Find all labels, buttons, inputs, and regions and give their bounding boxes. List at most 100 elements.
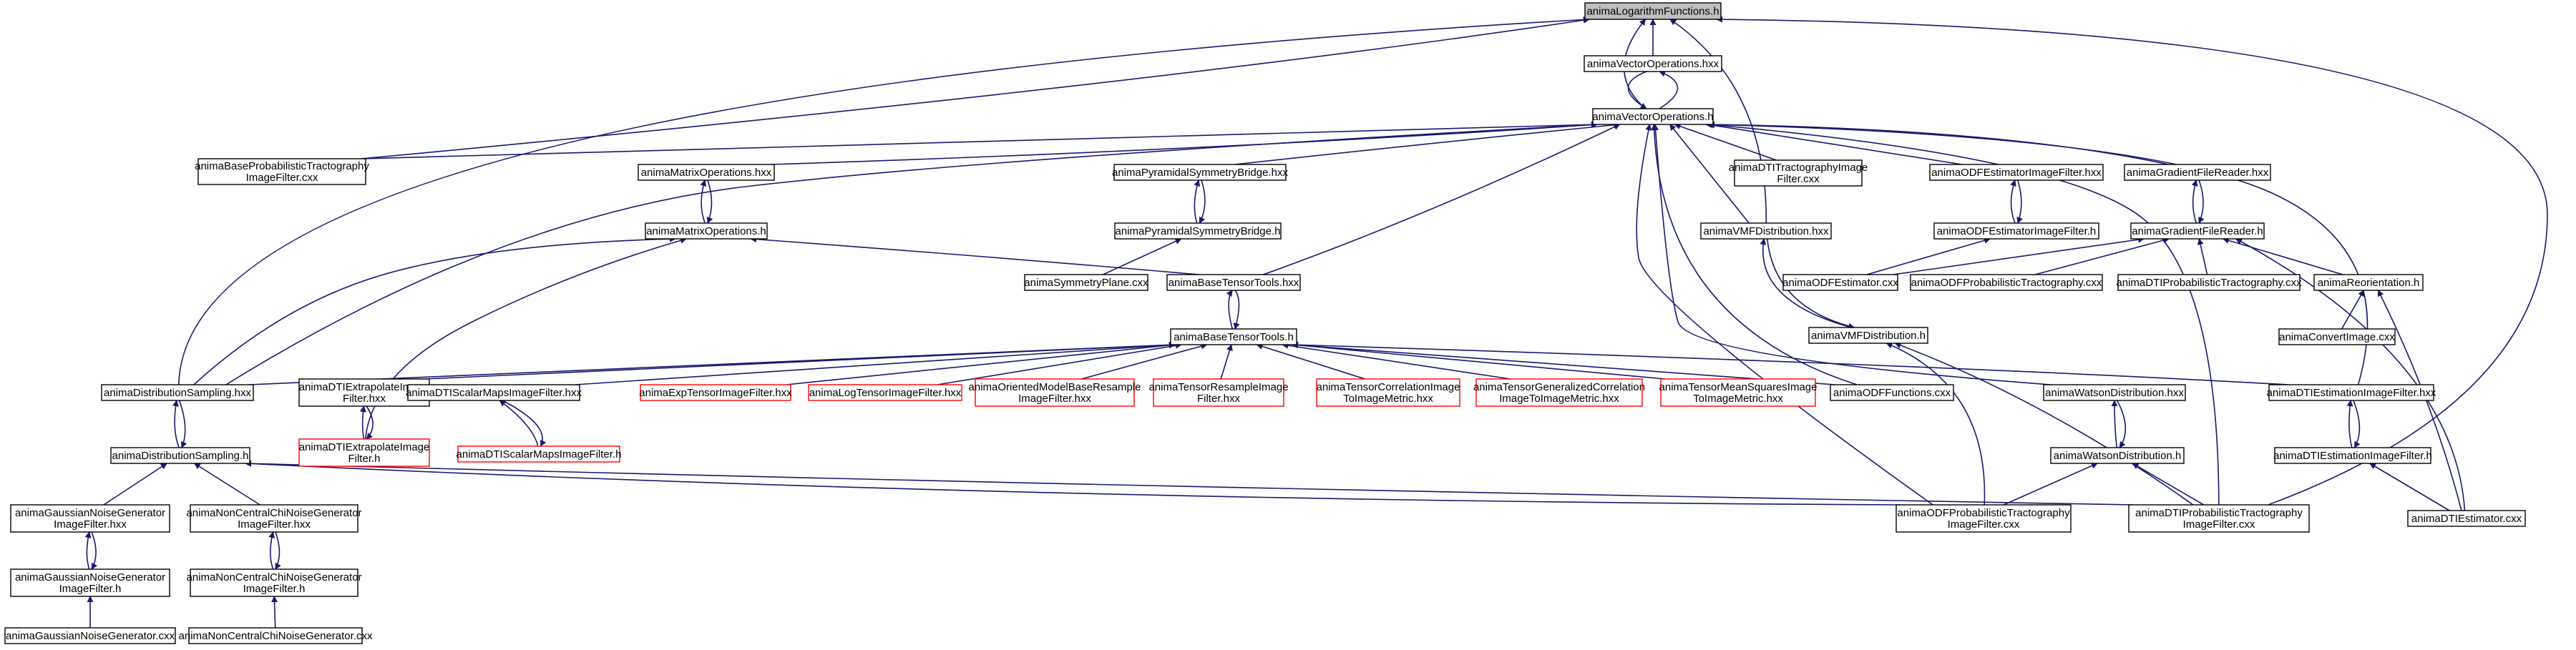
node-watson_h[interactable]: animaWatsonDistribution.h (2050, 447, 2185, 464)
node-basetensor_hxx[interactable]: animaBaseTensorTools.hxx (1166, 274, 1301, 291)
node-gaussnoise_hxx[interactable]: animaGaussianNoiseGeneratorImageFilter.h… (10, 504, 170, 533)
node-box (2128, 504, 2310, 533)
node-box (2278, 328, 2396, 345)
node-box (1700, 222, 1832, 240)
node-pyrsym_hxx[interactable]: animaPyramidalSymmetryBridge.hxx (1112, 164, 1288, 181)
node-orientresample[interactable]: animaOrientedModelBaseResampleImageFilte… (969, 378, 1141, 407)
node-label: animaDTITractographyImage (1729, 162, 1868, 174)
node-logfun: animaLogarithmFunctions.h (1584, 2, 1722, 20)
edge-tensorcorr-to-basetensor_h (1256, 343, 1365, 380)
node-tensorcorr[interactable]: animaTensorCorrelationImageToImageMetric… (1316, 378, 1460, 407)
node-odfest_hxx[interactable]: animaODFEstimatorImageFilter.hxx (1929, 164, 2104, 181)
edge-tensormeansq-to-basetensor_h (1292, 342, 1666, 380)
node-vecops_h[interactable]: animaVectorOperations.h (1592, 108, 1714, 125)
node-odfprob_cxx[interactable]: animaODFProbabilisticTractography.cxx (1910, 274, 2103, 291)
edge-dtiextrap_h-to-dtiextrap_hxx (359, 405, 366, 440)
node-logtensor[interactable]: animaLogTensorImageFilter.hxx (808, 384, 962, 401)
node-dtiprob_cxx[interactable]: animaDTIProbabilisticTractography.cxx (2116, 274, 2302, 291)
node-label: ImageFilter.cxx (2183, 518, 2255, 531)
node-dtiestim_h[interactable]: animaDTIEstimationImageFilter.h (2273, 447, 2432, 464)
node-tensormeansq[interactable]: animaTensorMeanSquaresImageToImageMetric… (1659, 378, 1818, 407)
node-matops_h[interactable]: animaMatrixOperations.h (645, 222, 768, 240)
node-odffunc[interactable]: animaODFFunctions.cxx (1830, 384, 1954, 401)
node-label: animaODFEstimator.cxx (1782, 277, 1898, 289)
edge-dtiprobfilter-to-distsamp_h (245, 460, 2134, 506)
node-odfprobfilter[interactable]: animaODFProbabilisticTractographyImageFi… (1896, 504, 2072, 533)
node-box (197, 158, 366, 185)
node-label: animaNonCentralChiNoiseGenerator (186, 507, 361, 519)
edge-basetensor_hxx-to-vecops_h (1263, 124, 1621, 275)
node-box (2117, 274, 2301, 291)
node-label: animaMatrixOperations.hxx (641, 167, 772, 179)
node-vmf_h[interactable]: animaVMFDistribution.h (1808, 327, 1928, 344)
edge-watson_hxx-to-vecops_h (1652, 124, 2051, 385)
node-label: Filter.hxx (343, 393, 386, 405)
edge-watson_hxx-to-watson_h (2117, 400, 2127, 448)
node-odfest_cxx[interactable]: animaODFEstimator.cxx (1782, 274, 1898, 291)
edge-dtiextrap_hxx-to-basetensor_h (424, 341, 1176, 380)
node-matops_hxx[interactable]: animaMatrixOperations.hxx (638, 164, 775, 181)
edge-vmf_h-to-vmf_hxx (1760, 238, 1852, 328)
edge-gradreader_hxx-to-gradreader_h (2198, 179, 2205, 224)
node-label: ImageFilter.cxx (246, 172, 318, 184)
node-label: animaGradientFileReader.hxx (2127, 167, 2269, 179)
edge-odfprobfilter-to-watson_h (2003, 463, 2098, 506)
node-symplane[interactable]: animaSymmetryPlane.cxx (1024, 274, 1148, 291)
node-dtiscalar_hxx[interactable]: animaDTIScalarMapsImageFilter.hxx (406, 384, 582, 401)
node-vmf_hxx[interactable]: animaVMFDistribution.hxx (1700, 222, 1832, 240)
node-label: animaVectorOperations.hxx (1587, 58, 1719, 70)
node-gradreader_h[interactable]: animaGradientFileReader.h (2130, 222, 2265, 240)
node-label: animaLogarithmFunctions.h (1586, 6, 1719, 18)
node-box (1734, 159, 1863, 187)
node-label: animaODFProbabilisticTractography (1897, 507, 2070, 519)
node-box (298, 438, 430, 467)
edge-symplane-to-pyrsym_h (1103, 238, 1182, 275)
node-label: animaDTIExtrapolateImage (299, 381, 430, 393)
node-tensorgencorr[interactable]: animaTensorGeneralizedCorrelationImageTo… (1473, 378, 1645, 407)
node-dtiprobfilter[interactable]: animaDTIProbabilisticTractographyImageFi… (2128, 504, 2310, 533)
node-gradreader_hxx[interactable]: animaGradientFileReader.hxx (2124, 164, 2271, 181)
node-label: animaVectorOperations.h (1592, 111, 1713, 123)
node-label: animaDTIProbabilisticTractography (2135, 507, 2303, 519)
node-label: animaTensorResampleImage (1148, 381, 1288, 393)
node-box (10, 504, 170, 533)
node-pyrsym_h[interactable]: animaPyramidalSymmetryBridge.h (1114, 222, 1282, 240)
edge-basetensor_hxx-to-matops_h (750, 236, 1199, 275)
node-label: animaDTIEstimationImageFilter.h (2273, 450, 2432, 462)
node-watson_hxx[interactable]: animaWatsonDistribution.hxx (2043, 384, 2186, 401)
edge-dtiprobfilter-to-vecops_h (1708, 122, 2220, 506)
edge-odfest_cxx-to-odfest_h (1866, 237, 1991, 275)
node-distsamp_hxx[interactable]: animaDistributionSampling.hxx (101, 384, 254, 401)
node-exptensor[interactable]: animaExpTensorImageFilter.hxx (639, 384, 792, 401)
node-box (1933, 222, 2099, 240)
node-odfest_h[interactable]: animaODFEstimatorImageFilter.h (1933, 222, 2099, 240)
edge-dtiscalar_h-to-dtiscalar_hxx (499, 400, 539, 447)
node-dtiscalar_h[interactable]: animaDTIScalarMapsImageFilter.h (457, 445, 622, 463)
node-distsamp_h[interactable]: animaDistributionSampling.h (110, 447, 250, 464)
node-baseprob[interactable]: animaBaseProbabilisticTractographyImageF… (195, 158, 369, 185)
node-box (1166, 274, 1301, 291)
node-box (1316, 378, 1460, 407)
node-noncentral_cxx[interactable]: animaNonCentralChiNoiseGenerator.cxx (179, 627, 373, 644)
node-label: animaExpTensorImageFilter.hxx (639, 387, 792, 399)
node-gaussnoise_cxx[interactable]: animaGaussianNoiseGenerator.cxx (4, 627, 176, 644)
node-label: ToImageMetric.hxx (1343, 393, 1433, 405)
node-box (1170, 328, 1297, 345)
node-vecops_hxx[interactable]: animaVectorOperations.hxx (1584, 55, 1722, 72)
node-box (457, 445, 620, 463)
node-box (1830, 384, 1954, 401)
edge-basetensor_hxx-to-basetensor_h (1233, 290, 1240, 330)
node-label: animaLogTensorImageFilter.hxx (809, 387, 962, 399)
node-dtiestim_hxx[interactable]: animaDTIEstimationImageFilter.hxx (2267, 384, 2436, 401)
node-dtiestim_cxx[interactable]: animaDTIEstimator.cxx (2407, 510, 2526, 527)
node-basetensor_h[interactable]: animaBaseTensorTools.h (1170, 328, 1297, 345)
node-convert_cxx[interactable]: animaConvertImage.cxx (2278, 328, 2396, 345)
node-noncentral_hxx[interactable]: animaNonCentralChiNoiseGeneratorImageFil… (186, 504, 362, 533)
node-label: Filter.h (348, 453, 380, 465)
node-reorient_h[interactable]: animaReorientation.h (2313, 274, 2424, 291)
node-noncentral_h[interactable]: animaNonCentralChiNoiseGeneratorImageFil… (186, 568, 362, 597)
